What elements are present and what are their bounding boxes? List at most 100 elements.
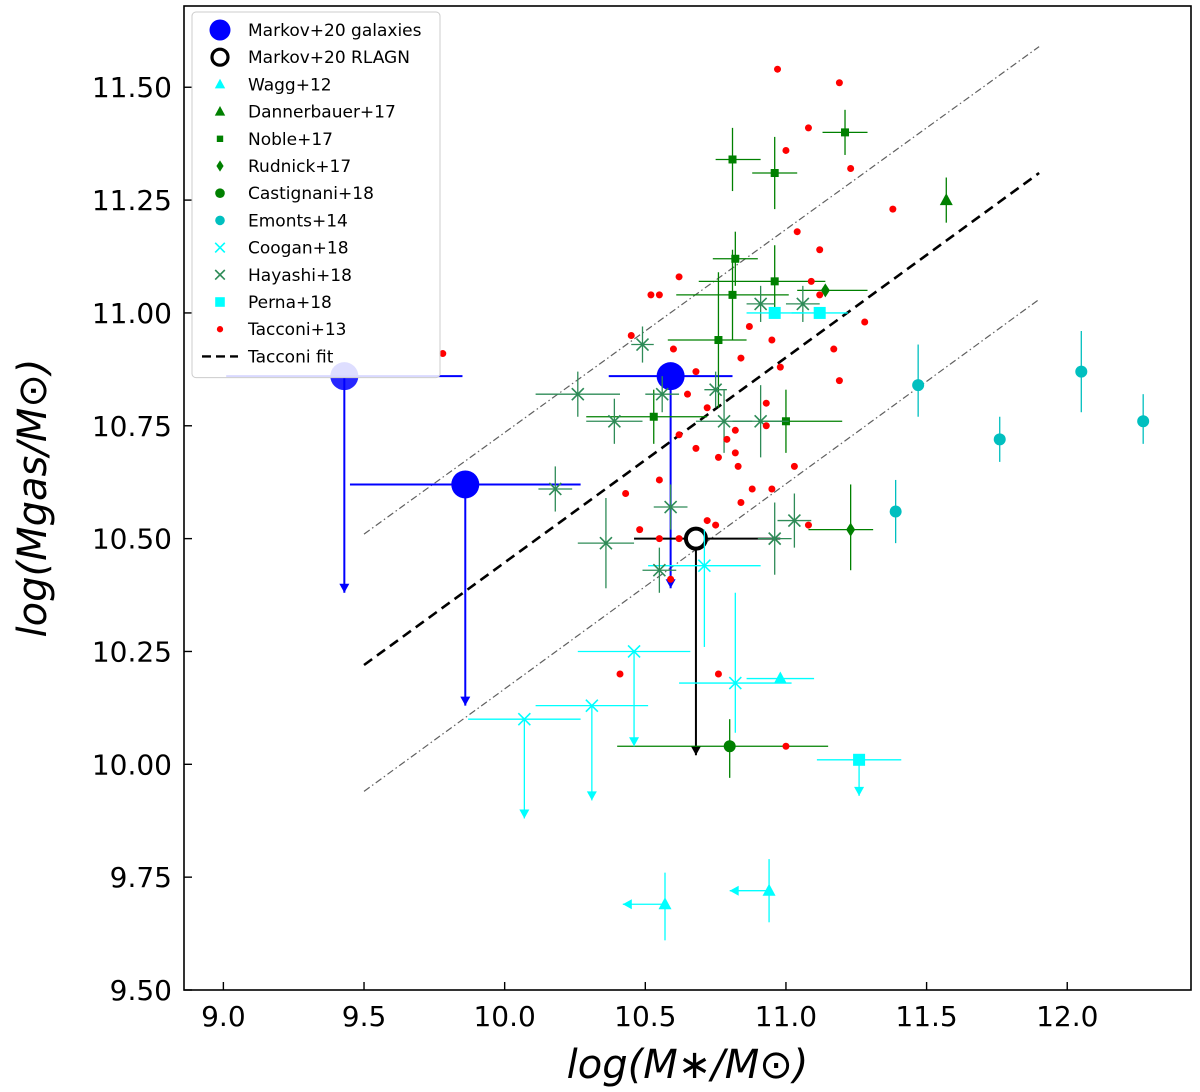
data-point [645,376,680,413]
marker [627,332,635,340]
legend-entry: Rudnick+17 [216,157,351,177]
marker [647,291,655,299]
marker [768,532,782,546]
marker [889,205,897,213]
data-point [226,362,463,593]
marker [714,453,722,461]
legend-marker [216,135,224,142]
x-tick-label: 10.5 [614,1000,676,1033]
marker [762,422,770,430]
marker [585,699,599,713]
marker [723,435,731,443]
scatter-band-line-1 [363,46,1040,535]
marker [1075,365,1088,378]
marker [728,290,737,299]
data-point [793,228,801,236]
marker [790,462,798,470]
scatter-band-line-2 [363,298,1040,792]
marker-stroke [754,297,768,311]
marker [770,169,779,178]
data-point [748,485,756,493]
marker [658,897,672,910]
legend-marker [214,78,226,89]
plot-frame [183,5,1192,991]
y-tick-label: 11.50 [92,71,172,104]
data-point [712,521,720,529]
marker [889,505,902,518]
marker-stroke [214,269,226,281]
marker [807,277,815,285]
data-point [586,398,643,444]
legend-label: Noble+17 [248,130,333,150]
y-tick-label: 11.00 [92,297,172,330]
legend-marker [209,19,231,41]
marker [607,414,621,428]
marker-stroke [652,563,666,577]
data-point [835,79,843,87]
data-point [616,670,624,678]
data-point [861,318,869,326]
marker [841,128,850,137]
y-tick-label: 9.50 [110,974,172,1007]
legend-entry: Noble+17 [216,130,333,150]
marker [667,575,675,583]
marker [723,740,736,753]
marker [846,522,856,537]
marker [599,536,613,550]
data-point [782,146,790,154]
legend-marker [216,326,224,333]
legend-label: Wagg+12 [248,75,332,95]
data-point [797,283,868,298]
marker [656,362,685,391]
marker [655,535,663,543]
legend-label: Tacconi+13 [247,320,346,340]
limit-arrow [622,899,632,910]
marker [776,363,784,371]
marker [655,387,669,401]
data-point [667,272,747,408]
legend-marker [215,188,225,198]
data-point [703,517,711,525]
marker [768,485,776,493]
marker [793,228,801,236]
legend-label: Rudnick+17 [248,157,351,177]
data-point [762,422,770,430]
data-point [762,399,770,407]
marker [655,291,663,299]
marker [571,387,585,401]
marker [712,521,720,529]
marker [754,297,768,311]
data-point [757,502,792,575]
data-point [715,127,761,192]
marker-stroke [599,536,613,550]
marker [517,712,531,726]
x-tick-label: 10.0 [473,1000,535,1033]
marker [675,431,683,439]
x-tick-label: 9.0 [201,1000,246,1033]
marker-stroke [627,644,641,659]
data-point [655,291,663,299]
data-point [676,249,789,341]
marker [728,155,737,164]
data-point [734,462,742,470]
y-tick-label: 9.75 [110,861,172,894]
upper-limit-arrow [586,791,597,801]
data-point [636,526,644,534]
data-point [830,345,838,353]
legend-entry: Coogan+18 [214,239,349,259]
legend-marker [216,160,224,172]
legend-entry: Wagg+12 [214,75,332,95]
marker [616,670,624,678]
marker [774,65,782,73]
data-point [939,177,953,223]
data-point [647,291,655,299]
marker [684,390,691,398]
data-point [538,466,573,512]
marker-stroke [728,676,742,690]
data-point [731,426,739,434]
marker [835,377,843,385]
data-point [642,547,677,593]
marker-stroke [635,337,650,352]
upper-limit-arrow [629,737,640,747]
data-point [782,742,790,750]
